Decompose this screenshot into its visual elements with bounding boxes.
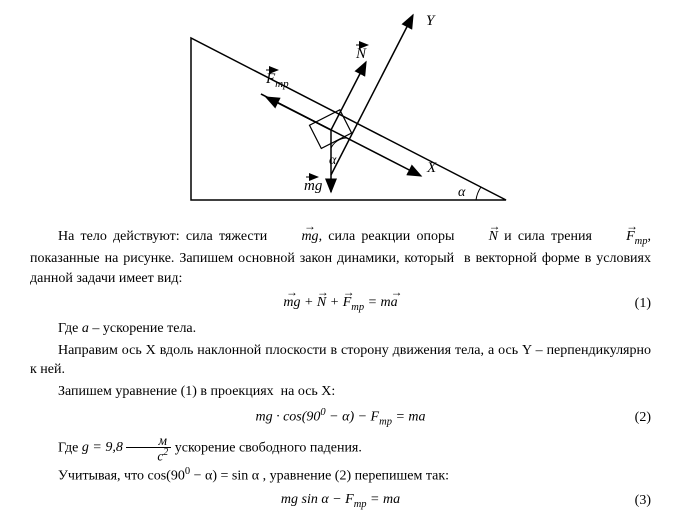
p5-frac-den-sup: 2 — [163, 447, 168, 458]
eq3-rhs: = ma — [367, 492, 401, 507]
paragraph-3: Направим ось X вдоль наклонной плоскости… — [30, 341, 651, 380]
eq1-p1: + — [300, 295, 316, 310]
p1-F: F — [598, 227, 635, 247]
p1-t2: , сила реакции опоры — [319, 229, 461, 244]
eq2-Fsub: тр — [379, 416, 392, 427]
ftr-vector — [266, 97, 331, 130]
paragraph-4: Запишем уравнение (1) в проекциях на ось… — [30, 382, 651, 402]
eq1-a: a — [391, 293, 398, 313]
n-label: N — [355, 46, 367, 62]
p5-t2: ускорение свободного падения. — [171, 440, 362, 455]
diagram-container: X Y N Fmp mg α α — [30, 10, 651, 215]
p2-t2: – ускорение тела. — [89, 321, 196, 336]
eq2-lhs1: mg — [255, 409, 272, 424]
ftr-label-group: Fmp — [265, 70, 289, 90]
paragraph-2: Где a – ускорение тела. — [30, 319, 651, 339]
eq1-N: N — [317, 293, 326, 313]
p1-mg: mg — [273, 227, 318, 247]
y-label: Y — [426, 13, 436, 29]
equation-1: mg + N + Fтр = ma (1) — [30, 293, 651, 315]
p2-a: a — [82, 321, 89, 336]
eq2-rhs: = ma — [392, 409, 426, 424]
alpha-top: α — [329, 153, 337, 168]
p5-frac-den: с2 — [126, 448, 171, 463]
eq2-num: (2) — [635, 408, 651, 428]
alpha-bottom: α — [458, 185, 466, 200]
p1-N: N — [461, 227, 498, 247]
eq1-expr: mg + N + Fтр = ma — [283, 293, 397, 315]
eq3-expr: mg sin α − Fтр = ma — [281, 490, 400, 512]
mg-label: mg — [304, 178, 323, 194]
eq1-Fsub: тр — [351, 301, 364, 312]
p5-g: g = 9,8 — [82, 440, 126, 455]
p1-t3: и сила трения — [498, 229, 598, 244]
eq1-F: F — [343, 293, 352, 313]
p1-t1: На тело действуют: сила тяжести — [58, 229, 273, 244]
p2-t1: Где — [58, 321, 82, 336]
equation-2: mg · cos(900 − α) − Fтр = ma (2) — [30, 406, 651, 430]
x-label: X — [426, 160, 437, 176]
p6-t1: Учитывая, что cos(90 — [58, 468, 185, 483]
eq3-e1: mg — [281, 492, 298, 507]
eq2-expr: mg · cos(900 − α) − Fтр = ma — [255, 406, 425, 430]
physics-diagram: X Y N Fmp mg α α — [151, 10, 531, 215]
eq1-eq: = m — [364, 295, 391, 310]
ftr-label: Fmp — [265, 71, 289, 90]
eq1-mg: mg — [283, 293, 300, 313]
eq3-e2: sin α − F — [298, 492, 354, 507]
eq1-num: (1) — [635, 294, 651, 314]
eq2-dot: · cos(90 — [273, 409, 321, 424]
paragraph-1: На тело действуют: сила тяжести mg, сила… — [30, 227, 651, 289]
eq2-lhs2: − α) − F — [326, 409, 379, 424]
paragraph-6: Учитывая, что cos(900 − α) = sin α , ура… — [30, 465, 651, 486]
incline-triangle — [191, 38, 506, 200]
p6-t2: − α) = sin α , уравнение (2) перепишем т… — [190, 468, 449, 483]
n-label-group: N — [355, 45, 368, 62]
p5-frac-num: м — [126, 434, 171, 448]
p1-Fsub: тр — [635, 236, 648, 247]
alpha-arc-top — [331, 138, 346, 148]
equation-3: mg sin α − Fтр = ma (3) — [30, 490, 651, 512]
p5-frac: мс2 — [126, 434, 171, 463]
eq3-Fsub: тр — [354, 499, 367, 510]
mg-label-group: mg — [304, 177, 323, 194]
alpha-arc-bottom — [476, 187, 481, 200]
paragraph-5: Где g = 9,8 мс2 ускорение свободного пад… — [30, 434, 651, 463]
eq3-num: (3) — [635, 491, 651, 511]
p5-t1: Где — [58, 440, 82, 455]
